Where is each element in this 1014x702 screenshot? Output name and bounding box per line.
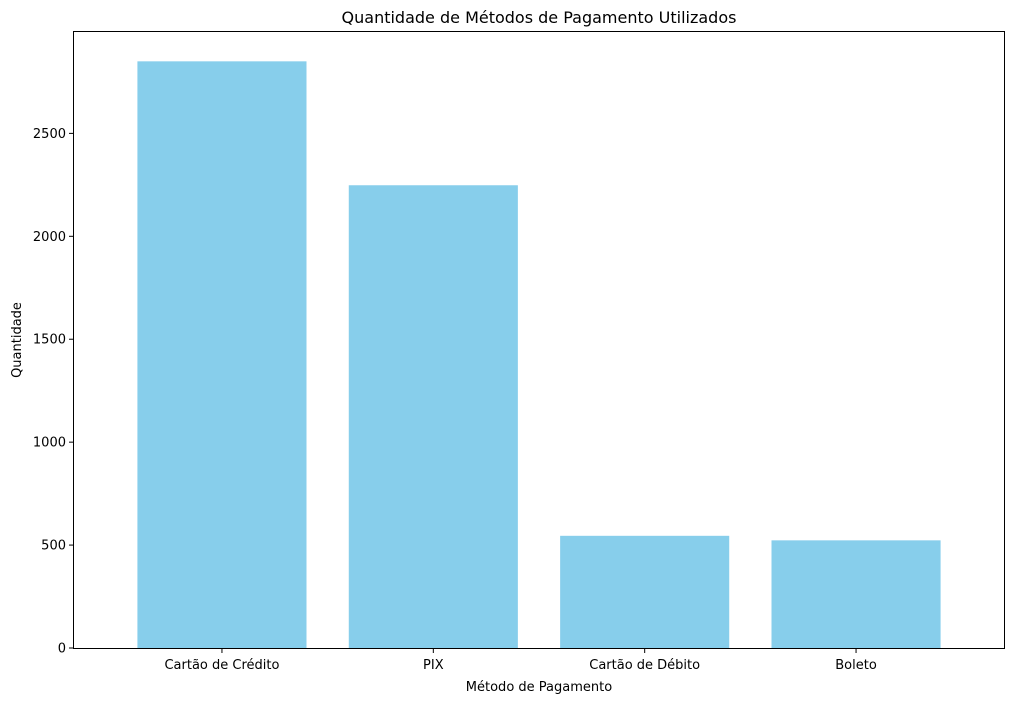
bars-group <box>137 61 941 649</box>
y-tick-label: 1500 <box>33 333 66 348</box>
bar-1 <box>348 185 518 649</box>
y-axis-label: Quantidade <box>10 302 25 378</box>
y-tick-label: 500 <box>41 539 66 554</box>
bar-2 <box>560 535 730 648</box>
x-axis-label: Método de Pagamento <box>466 680 612 695</box>
plot-frame <box>73 31 1005 649</box>
chart-title: Quantidade de Métodos de Pagamento Utili… <box>342 8 737 27</box>
y-tick-label: 1000 <box>33 436 66 451</box>
y-tick-label: 2500 <box>33 127 66 142</box>
x-tick-label: Boleto <box>835 658 877 673</box>
y-axis: 0 500 1000 1500 2000 2500 <box>33 127 74 657</box>
bar-3 <box>771 540 941 648</box>
y-tick-label: 0 <box>58 642 66 657</box>
x-tick-label: PIX <box>423 658 444 673</box>
x-axis: Cartão de Crédito PIX Cartão de Débito Bole… <box>164 648 877 673</box>
y-tick-label: 2000 <box>33 230 66 245</box>
bar-0 <box>137 61 307 649</box>
x-tick-label: Cartão de Débito <box>589 658 700 673</box>
x-tick-label: Cartão de Crédito <box>164 658 279 673</box>
